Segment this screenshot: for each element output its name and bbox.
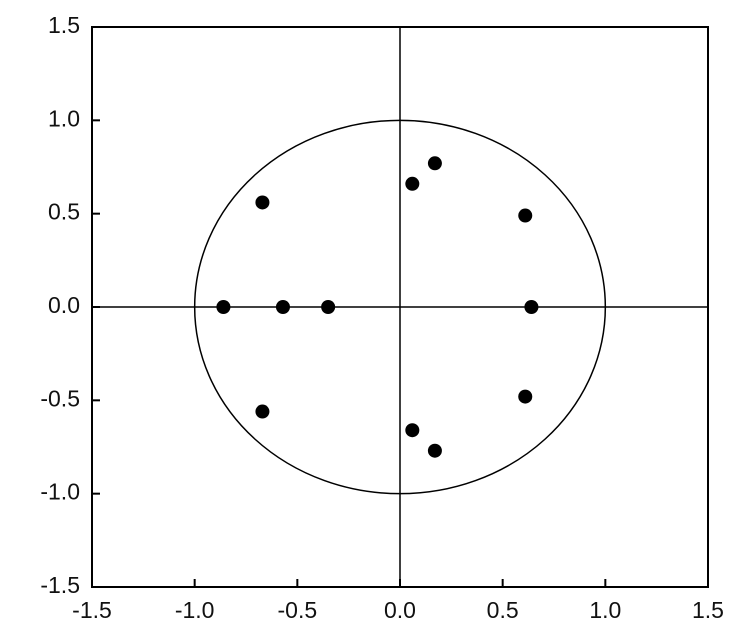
y-tick-label: 0.5 [48, 199, 80, 225]
point [321, 300, 336, 314]
x-tick-label: 0.0 [384, 597, 416, 623]
point [427, 443, 442, 458]
point [255, 195, 270, 210]
y-tick-label: -1.0 [40, 479, 80, 505]
point [427, 156, 442, 171]
point [518, 208, 533, 223]
point [405, 423, 420, 438]
unit-circle [193, 119, 607, 495]
point [255, 404, 270, 419]
point [405, 176, 420, 191]
x-tick-label: 1.0 [589, 597, 621, 623]
point [216, 300, 231, 314]
x-tick-label: -1.5 [72, 597, 112, 623]
point [275, 300, 290, 314]
y-tick-label: 0.0 [48, 292, 80, 318]
x-tick-label: 1.5 [692, 597, 724, 623]
y-tick-label: -0.5 [40, 385, 80, 411]
point [518, 389, 533, 404]
y-tick-label: 1.0 [48, 105, 80, 131]
x-tick-label: 0.5 [487, 597, 519, 623]
y-tick-label: 1.5 [48, 12, 80, 38]
y-tick-label: -1.5 [40, 572, 80, 598]
x-tick-label: -1.0 [175, 597, 215, 623]
point [524, 300, 539, 314]
x-tick-label: -0.5 [278, 597, 318, 623]
